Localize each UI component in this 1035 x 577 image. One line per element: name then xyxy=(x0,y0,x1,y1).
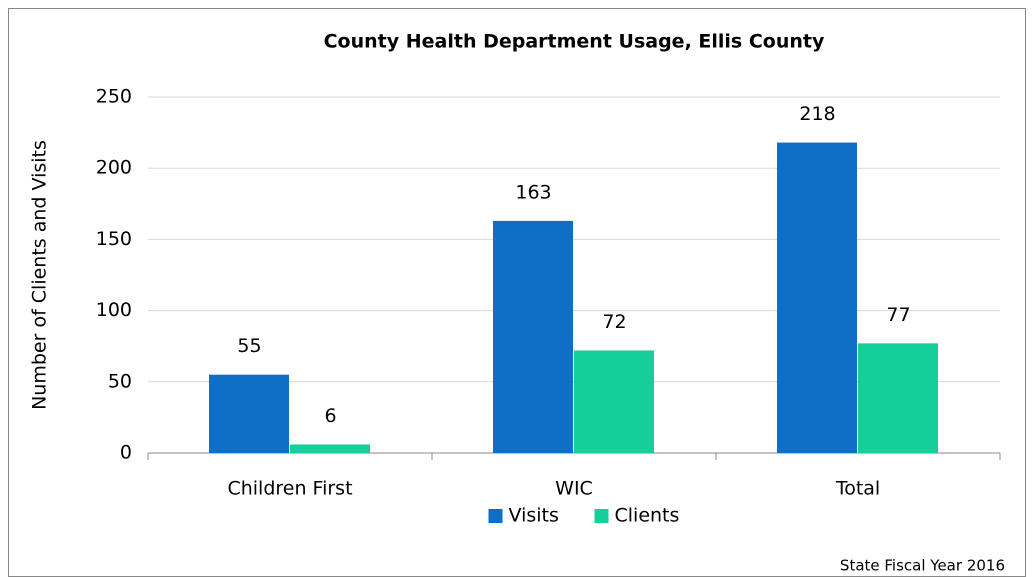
legend-swatch xyxy=(488,509,503,523)
y-tick-label: 100 xyxy=(96,299,132,321)
y-tick-label: 150 xyxy=(96,228,132,250)
bar xyxy=(777,142,857,453)
bar xyxy=(493,220,573,453)
y-tick-label: 250 xyxy=(96,86,132,108)
bar xyxy=(574,350,654,453)
y-tick-label: 0 xyxy=(120,442,132,464)
data-label: 72 xyxy=(602,311,626,333)
note: State Fiscal Year 2016 xyxy=(840,557,1005,575)
data-label: 163 xyxy=(515,181,551,203)
legend-swatch xyxy=(594,509,609,523)
legend-label: Clients xyxy=(615,505,680,527)
bar xyxy=(209,374,289,453)
y-axis-label: Number of Clients and Visits xyxy=(29,140,51,410)
chart-title: County Health Department Usage, Ellis Co… xyxy=(324,31,825,53)
y-tick-label: 200 xyxy=(96,157,132,179)
bar xyxy=(858,343,938,453)
data-label: 6 xyxy=(324,405,336,427)
bar xyxy=(290,444,370,453)
data-label: 218 xyxy=(799,103,835,125)
x-tick-label: Children First xyxy=(227,478,352,500)
y-tick-label: 50 xyxy=(108,370,132,392)
data-label: 77 xyxy=(886,304,910,326)
data-label: 55 xyxy=(237,335,261,357)
x-tick-label: Total xyxy=(835,478,880,500)
x-tick-label: WIC xyxy=(555,478,593,500)
legend-label: Visits xyxy=(509,505,559,527)
